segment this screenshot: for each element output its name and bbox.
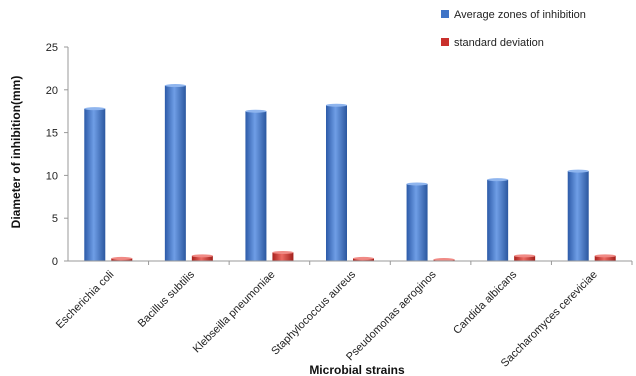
bar-top-average-6 <box>568 170 589 173</box>
y-tick-label-3: 15 <box>46 128 58 140</box>
bar-top-average-0 <box>84 107 105 110</box>
y-tick-label-1: 5 <box>52 213 58 225</box>
bars <box>84 84 615 261</box>
bar-average-0 <box>84 109 105 261</box>
bar-average-3 <box>326 105 347 261</box>
y-axis-ticks: 0 5 10 15 20 25 <box>46 42 68 268</box>
bar-average-1 <box>165 86 186 261</box>
legend-swatch-std <box>441 38 449 46</box>
legend: Average zones of inhibition standard dev… <box>441 9 586 49</box>
x-category-label-0: Escherichia coli <box>54 269 117 332</box>
x-category-label-1: Bacillus subtilis <box>136 268 198 330</box>
x-category-label-3: Staphylococcus aureus <box>269 268 358 357</box>
bar-top-std-5 <box>514 254 535 257</box>
y-tick-label-2: 10 <box>46 170 58 182</box>
bar-top-std-1 <box>192 254 213 257</box>
legend-label-average: Average zones of inhibition <box>454 9 586 21</box>
x-axis-labels: Escherichia coli Bacillus subtilisKlebsei… <box>54 261 632 370</box>
x-category-label-2: Klebseilla pneumoniae <box>191 269 278 356</box>
bar-top-std-3 <box>353 257 374 260</box>
x-axis-title: Microbial strains <box>309 363 405 376</box>
bar-top-average-4 <box>407 182 428 185</box>
bar-top-std-2 <box>272 251 293 254</box>
y-axis-title: Diameter of inhibition(mm) <box>9 76 23 229</box>
bar-average-4 <box>407 184 428 261</box>
x-category-label-4: Pseudomonas aeroginos <box>344 268 439 363</box>
bar-top-average-5 <box>487 178 508 181</box>
legend-swatch-average <box>441 10 449 18</box>
y-tick-label-5: 25 <box>46 42 58 54</box>
bar-average-2 <box>245 111 266 261</box>
y-tick-label-0: 0 <box>52 256 58 268</box>
bar-top-average-1 <box>165 84 186 87</box>
x-category-label-6: Saccharomyces cereviciae <box>499 269 600 370</box>
y-tick-label-4: 20 <box>46 85 58 97</box>
bar-top-std-6 <box>595 254 616 257</box>
x-category-label-5: Candida albicans <box>451 268 520 337</box>
bar-average-5 <box>487 180 508 261</box>
bar-top-average-3 <box>326 104 347 107</box>
bar-average-6 <box>568 171 589 261</box>
legend-label-std: standard deviation <box>454 37 544 49</box>
bar-top-std-0 <box>111 257 132 260</box>
bar-top-average-2 <box>245 110 266 113</box>
